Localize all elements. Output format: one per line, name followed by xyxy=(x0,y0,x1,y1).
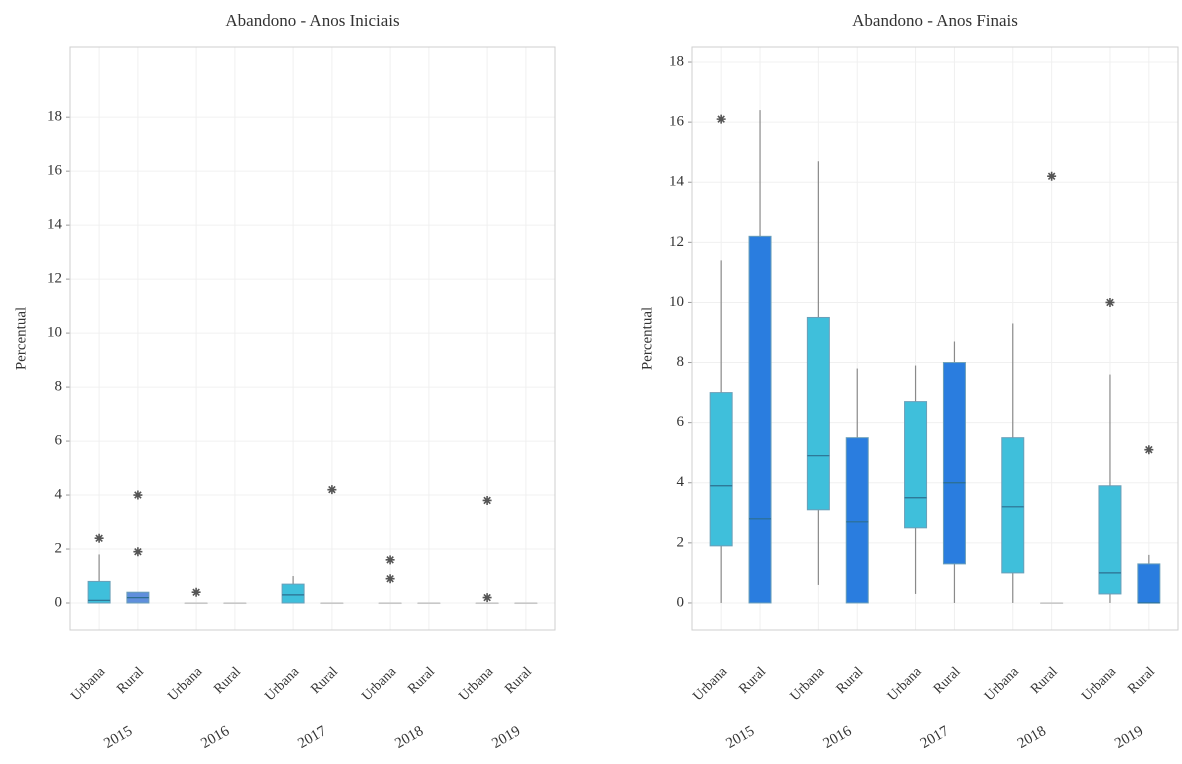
category-label: Rural xyxy=(502,664,535,697)
outlier xyxy=(1105,297,1115,307)
y-tick-label: 10 xyxy=(47,325,62,341)
outlier xyxy=(482,593,492,603)
category-label: Urbana xyxy=(885,664,925,704)
y-tick-label: 18 xyxy=(47,109,62,125)
y-tick-label: 0 xyxy=(677,594,685,610)
category-label: Urbana xyxy=(982,664,1022,704)
outlier xyxy=(385,555,395,565)
y-tick-label: 8 xyxy=(677,354,685,370)
outlier xyxy=(191,587,201,597)
y-axis-label: Percentual xyxy=(639,307,655,370)
y-tick-label: 6 xyxy=(677,414,685,430)
group-label: 2016 xyxy=(198,723,232,752)
y-tick-label: 18 xyxy=(669,53,684,69)
group-label: 2018 xyxy=(392,723,426,752)
plot-border xyxy=(691,46,1179,631)
category-label: Rural xyxy=(405,664,438,697)
category-label: Urbana xyxy=(1079,664,1119,704)
y-tick-label: 16 xyxy=(669,114,685,130)
category-label: Rural xyxy=(834,664,867,697)
outlier xyxy=(133,490,143,500)
plot-border xyxy=(69,46,556,631)
y-tick-label: 14 xyxy=(47,217,63,233)
group-label: 2018 xyxy=(1015,723,1049,752)
group-label: 2017 xyxy=(918,723,952,752)
box xyxy=(1098,485,1122,595)
box xyxy=(1137,563,1161,604)
y-tick-label: 12 xyxy=(47,271,62,287)
y-tick-label: 12 xyxy=(669,234,684,250)
category-label: Urbana xyxy=(456,664,496,704)
y-tick-label: 4 xyxy=(677,474,685,490)
y-tick-label: 16 xyxy=(47,163,63,179)
outlier xyxy=(1144,445,1154,455)
category-label: Rural xyxy=(211,664,244,697)
box xyxy=(806,316,830,511)
category-label: Rural xyxy=(308,664,341,697)
chart-title: Abandono - Anos Iniciais xyxy=(225,11,399,30)
group-label: 2015 xyxy=(723,723,757,752)
outlier xyxy=(1047,171,1057,181)
group-label: 2017 xyxy=(295,723,329,752)
group-label: 2015 xyxy=(101,723,135,752)
box xyxy=(942,362,966,565)
box xyxy=(845,437,869,604)
group-label: 2019 xyxy=(489,723,523,752)
category-label: Urbana xyxy=(359,664,399,704)
box xyxy=(709,392,733,547)
category-label: Rural xyxy=(737,664,770,697)
chart-title: Abandono - Anos Finais xyxy=(852,11,1018,30)
outlier xyxy=(716,114,726,124)
outlier xyxy=(385,574,395,584)
outlier xyxy=(133,547,143,557)
y-axis-label: Percentual xyxy=(13,307,29,370)
group-label: 2016 xyxy=(821,723,855,752)
category-label: Urbana xyxy=(68,664,108,704)
group-label: 2019 xyxy=(1112,723,1146,752)
outlier xyxy=(94,533,104,543)
y-tick-label: 14 xyxy=(669,174,685,190)
category-label: Rural xyxy=(931,664,964,697)
category-label: Urbana xyxy=(788,664,828,704)
y-tick-label: 6 xyxy=(55,433,63,449)
box xyxy=(281,583,305,604)
y-tick-label: 4 xyxy=(55,486,63,502)
category-label: Rural xyxy=(1125,664,1158,697)
outlier xyxy=(482,495,492,505)
category-label: Urbana xyxy=(165,664,205,704)
category-label: Urbana xyxy=(262,664,302,704)
box xyxy=(1001,437,1025,574)
category-label: Urbana xyxy=(691,664,731,704)
outlier xyxy=(327,485,337,495)
box xyxy=(87,580,111,604)
category-label: Rural xyxy=(114,664,147,697)
box xyxy=(904,401,928,529)
y-tick-label: 10 xyxy=(669,294,684,310)
y-tick-label: 2 xyxy=(55,540,63,556)
box xyxy=(748,235,772,604)
y-tick-label: 0 xyxy=(55,594,63,610)
y-tick-label: 2 xyxy=(677,534,685,550)
category-label: Rural xyxy=(1028,664,1061,697)
y-tick-label: 8 xyxy=(55,379,63,395)
